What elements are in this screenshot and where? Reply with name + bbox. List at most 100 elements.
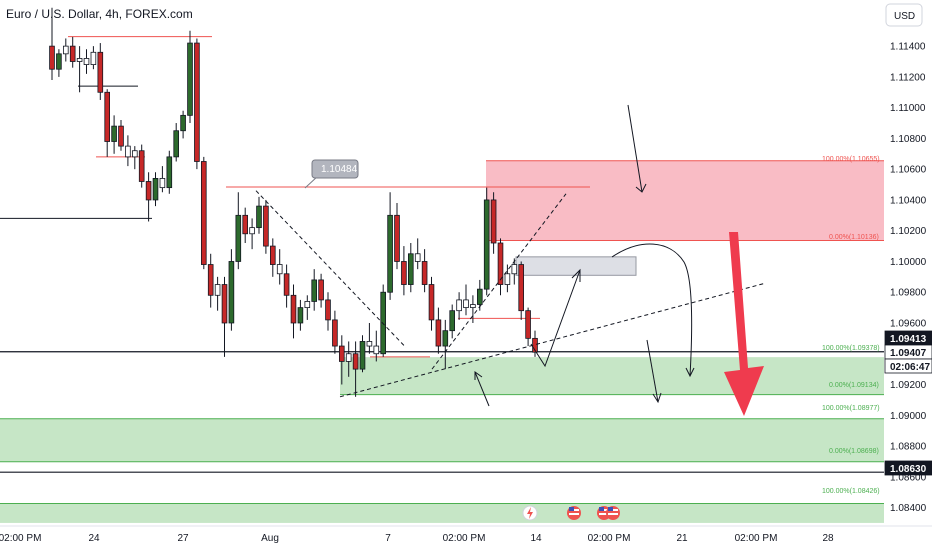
candle-body xyxy=(207,264,214,296)
candle-body xyxy=(359,341,366,370)
candle-body xyxy=(83,58,90,65)
price-tick-label: 1.11400 xyxy=(890,42,926,53)
candle xyxy=(352,341,359,397)
candle xyxy=(373,330,380,362)
candle-body xyxy=(228,261,235,324)
candle xyxy=(318,273,324,308)
lower1-top-label: 100.00%(1.08977) xyxy=(822,405,880,412)
candle-body xyxy=(352,353,359,370)
candle-body xyxy=(511,264,518,275)
candle xyxy=(49,7,55,80)
candle xyxy=(131,146,138,170)
price-axis[interactable]: 1.11400 1.11200 1.11000 1.10800 1.10600 1.104… xyxy=(884,0,932,550)
time-tick-label: Aug xyxy=(261,533,279,544)
candle-body xyxy=(173,130,180,158)
price-tag: 1.09413 xyxy=(884,330,932,346)
candle-body xyxy=(435,319,442,347)
candle-body xyxy=(131,150,138,158)
candle xyxy=(269,238,276,277)
candle-body xyxy=(90,51,97,65)
candle-body xyxy=(97,51,104,93)
candle-body xyxy=(276,264,283,275)
candle-body xyxy=(394,214,400,262)
candle-body xyxy=(518,264,524,312)
lower1-bottom-label: 0.00%(1.08698) xyxy=(829,448,879,455)
event-icons[interactable] xyxy=(522,505,620,521)
candle-body xyxy=(463,299,469,309)
candle-body xyxy=(428,284,435,321)
price-tag: 02:06:47 xyxy=(884,358,932,374)
candle xyxy=(394,203,400,270)
big-red-arrow xyxy=(724,232,764,416)
price-tick-label: 1.08400 xyxy=(890,503,927,514)
candle xyxy=(511,258,518,285)
lower2-top-label: 100.00%(1.08426) xyxy=(822,488,880,495)
candle xyxy=(83,49,90,74)
currency-button[interactable]: USD xyxy=(885,3,923,27)
grey-box xyxy=(515,256,637,276)
supply-zone xyxy=(486,160,884,241)
price-tick-label: 1.08600 xyxy=(890,472,927,483)
candle-body xyxy=(338,345,345,362)
candle xyxy=(249,218,255,250)
price-tick-label: 1.10800 xyxy=(890,134,927,145)
candle-body xyxy=(166,156,173,189)
us-flag-event-icon[interactable] xyxy=(606,506,620,520)
price-tag-bg xyxy=(884,358,932,374)
price-callout[interactable]: 1.10484 xyxy=(311,159,359,179)
time-tick-label: 02:00 PM xyxy=(443,533,486,544)
candle xyxy=(90,46,97,70)
supply-bottom-label: 0.00%(1.10136) xyxy=(829,234,879,241)
curve-arrow xyxy=(611,243,693,377)
drawings xyxy=(255,104,767,416)
currency-label: USD xyxy=(894,11,915,22)
candle xyxy=(483,187,490,296)
candle-body xyxy=(325,299,331,321)
candle xyxy=(152,172,159,207)
price-tag-bg xyxy=(884,460,932,476)
candle xyxy=(159,166,166,193)
candle xyxy=(414,238,421,270)
candle xyxy=(407,243,414,293)
candle xyxy=(428,276,435,331)
us-flag-event-icon[interactable] xyxy=(567,506,581,520)
down-arrow xyxy=(646,339,659,403)
candle xyxy=(456,292,462,320)
candle xyxy=(187,30,193,124)
time-axis[interactable]: 02:00 PM 24 27 Aug 7 02:00 PM 14 02:00 PM 21 02:0… xyxy=(0,525,932,544)
candle xyxy=(366,322,373,354)
candle xyxy=(235,192,242,270)
time-tick-label: 02:00 PM xyxy=(0,533,41,544)
candle-body xyxy=(407,253,414,285)
candle xyxy=(338,335,345,385)
candle-body xyxy=(414,253,421,262)
candle xyxy=(504,264,511,293)
up-arrow xyxy=(530,269,581,368)
fib-labels: 100.00%(1.10655) 0.00%(1.10136) 100.00%(… xyxy=(822,156,880,495)
candle xyxy=(442,319,449,370)
price-tick-label: 1.08800 xyxy=(890,442,927,453)
flash-event-icon[interactable] xyxy=(522,505,538,521)
candle-body xyxy=(525,310,531,339)
time-tick-label: 28 xyxy=(822,533,834,544)
supply-top-label: 100.00%(1.10655) xyxy=(822,156,880,163)
candle xyxy=(200,156,207,270)
candle xyxy=(276,249,283,285)
time-tick-label: 02:00 PM xyxy=(735,533,778,544)
candle xyxy=(69,36,76,68)
candle xyxy=(166,150,173,194)
arrow-head xyxy=(571,268,581,282)
candle xyxy=(359,335,366,373)
candle xyxy=(290,284,297,339)
candle-body xyxy=(297,307,304,324)
candle-body xyxy=(152,178,159,201)
candle xyxy=(525,307,531,347)
time-tick-label: 7 xyxy=(385,533,391,544)
candle-body xyxy=(200,161,207,265)
candle-body xyxy=(180,114,186,132)
candle-body xyxy=(269,245,276,265)
candle xyxy=(311,269,317,311)
candle xyxy=(304,295,311,320)
